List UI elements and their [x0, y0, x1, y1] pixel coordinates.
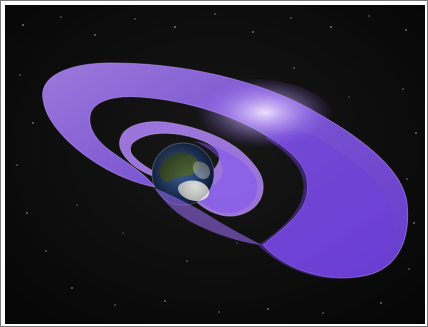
earth-globe — [151, 142, 215, 206]
space-scene — [5, 5, 425, 324]
belt-foreground-lobe — [155, 188, 262, 245]
radiation-belts-illustration — [5, 5, 425, 324]
